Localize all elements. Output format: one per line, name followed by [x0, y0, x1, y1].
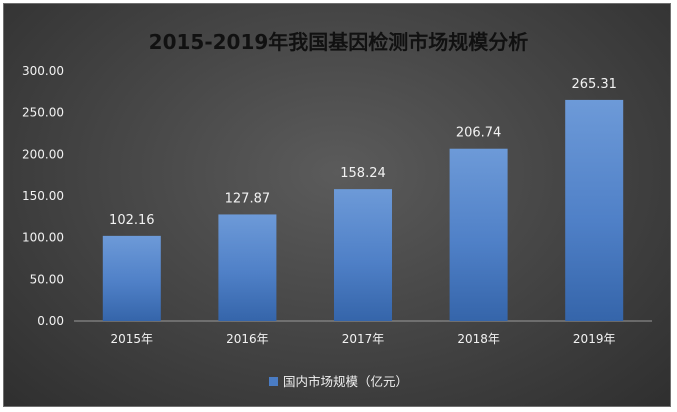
legend-label: 国内市场规模（亿元） — [282, 374, 408, 389]
bar — [449, 148, 508, 321]
bar — [102, 235, 161, 321]
y-tick-label: 200.00 — [22, 147, 64, 161]
y-tick-label: 50.00 — [30, 272, 64, 286]
x-tick-label: 2018年 — [457, 332, 500, 346]
x-tick-label: 2019年 — [573, 332, 616, 346]
y-tick-label: 300.00 — [22, 64, 64, 78]
y-tick-label: 100.00 — [22, 231, 64, 245]
x-tick-label: 2015年 — [111, 332, 154, 346]
data-label: 127.87 — [225, 191, 271, 206]
bar — [218, 214, 277, 321]
x-tick-label: 2017年 — [342, 332, 385, 346]
data-label: 265.31 — [571, 77, 617, 92]
legend-swatch — [268, 377, 278, 386]
chart-title: 2015-2019年我国基因检测市场规模分析 — [148, 30, 529, 54]
x-tick-label: 2016年 — [226, 332, 269, 346]
data-label: 206.74 — [456, 126, 502, 141]
bar — [565, 99, 624, 322]
legend: 国内市场规模（亿元） — [0, 371, 677, 390]
data-label: 158.24 — [340, 166, 386, 181]
y-tick-label: 0.00 — [37, 314, 64, 328]
y-tick-label: 250.00 — [22, 106, 64, 120]
data-label: 102.16 — [109, 213, 155, 228]
y-tick-label: 150.00 — [22, 189, 64, 203]
bar — [334, 189, 392, 321]
